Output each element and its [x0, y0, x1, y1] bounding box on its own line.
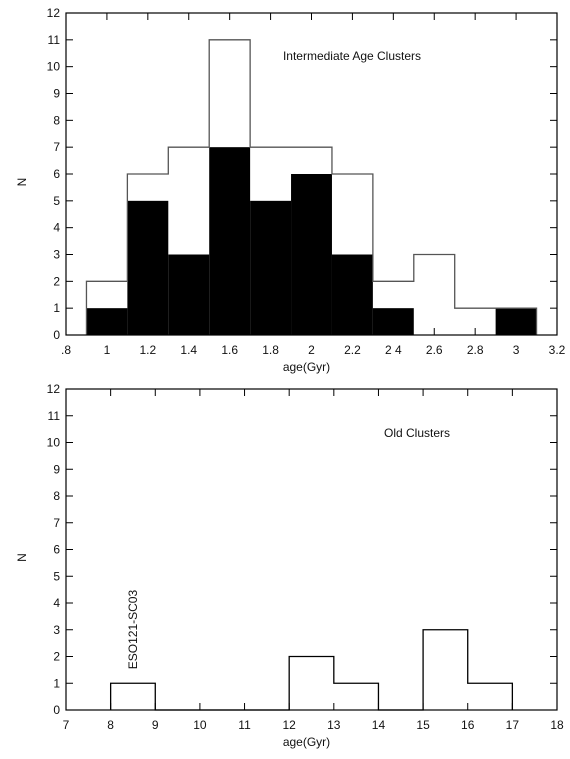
x-tick-label: 11	[238, 718, 251, 732]
x-axis-title: age(Gyr)	[283, 735, 330, 749]
y-tick-label: 11	[48, 409, 61, 423]
x-tick-label: 13	[327, 718, 341, 732]
x-axis-title: age(Gyr)	[283, 360, 330, 374]
x-tick-label: 10	[193, 718, 207, 732]
y-tick-label: 3	[53, 248, 60, 262]
x-tick-label: 1.8	[262, 343, 279, 357]
y-axis-title: N	[15, 553, 29, 562]
y-tick-label: 4	[53, 221, 60, 235]
x-tick-label: 12	[283, 718, 297, 732]
y-tick-label: 3	[53, 623, 60, 637]
y-tick-label: 1	[53, 676, 60, 690]
y-tick-label: 10	[47, 60, 61, 74]
y-tick-label: 10	[47, 436, 61, 450]
y-tick-label: 11	[48, 33, 61, 47]
y-tick-label: 0	[53, 703, 60, 717]
x-tick-label: 2	[308, 343, 315, 357]
x-tick-label: 17	[506, 718, 520, 732]
x-tick-label: .8	[61, 343, 71, 357]
y-axis-title: N	[15, 178, 29, 187]
x-tick-label: 2 4	[385, 343, 402, 357]
histogram-outline	[85, 39, 538, 335]
x-tick-label: 9	[152, 718, 159, 732]
y-tick-label: 8	[53, 113, 60, 127]
x-tick-label: 16	[461, 718, 475, 732]
x-tick-label: 8	[107, 718, 114, 732]
y-tick-label: 7	[53, 140, 60, 154]
y-tick-label: 0	[53, 328, 60, 342]
y-tick-label: 12	[47, 6, 61, 20]
x-tick-label: 1	[104, 343, 111, 357]
x-tick-label: 3.2	[549, 343, 566, 357]
y-tick-label: 6	[53, 167, 60, 181]
x-tick-label: 1.6	[221, 343, 238, 357]
y-tick-label: 5	[53, 194, 60, 208]
y-tick-label: 12	[47, 382, 61, 396]
panel-intermediate-age: .8 1 1.2 1.4 1.6 1.8 2 2.2 2 4 2.6 2.8 3 3.201234567…	[15, 6, 566, 374]
histogram-bar-filled	[168, 254, 210, 335]
x-tick-label: 14	[372, 718, 386, 732]
y-tick-label: 5	[53, 569, 60, 583]
histogram-bar-filled	[209, 147, 251, 335]
panel-old-clusters: 7 8 9 10 11 12 13 14 15 16 17 180123456789101112age…	[15, 382, 564, 749]
x-tick-label: 1.2	[139, 343, 156, 357]
y-tick-label: 2	[53, 274, 60, 288]
y-tick-label: 2	[53, 650, 60, 664]
histogram-bar-filled	[291, 174, 332, 335]
x-tick-label: 2.2	[344, 343, 361, 357]
x-tick-label: 3	[513, 343, 520, 357]
y-tick-label: 9	[53, 462, 60, 476]
x-tick-label: 15	[416, 718, 430, 732]
panel-annotation: Old Clusters	[384, 426, 450, 440]
x-tick-label: 18	[550, 718, 564, 732]
histogram-outline	[109, 629, 514, 711]
panel-annotation: Intermediate Age Clusters	[283, 49, 421, 63]
x-tick-label: 2.6	[426, 343, 443, 357]
histogram-bar-filled	[250, 200, 292, 335]
cluster-label: ESO121-SC03	[126, 590, 140, 670]
x-tick-label: 1.4	[180, 343, 197, 357]
y-tick-label: 9	[53, 87, 60, 101]
x-tick-label: 2.8	[467, 343, 484, 357]
y-tick-label: 4	[53, 596, 60, 610]
x-tick-label: 7	[63, 718, 70, 732]
y-tick-label: 1	[53, 301, 60, 315]
y-tick-label: 8	[53, 489, 60, 503]
histogram-bar-filled	[127, 200, 169, 335]
y-tick-label: 7	[53, 516, 60, 530]
histogram-bar-filled	[331, 254, 373, 335]
y-tick-label: 6	[53, 543, 60, 557]
